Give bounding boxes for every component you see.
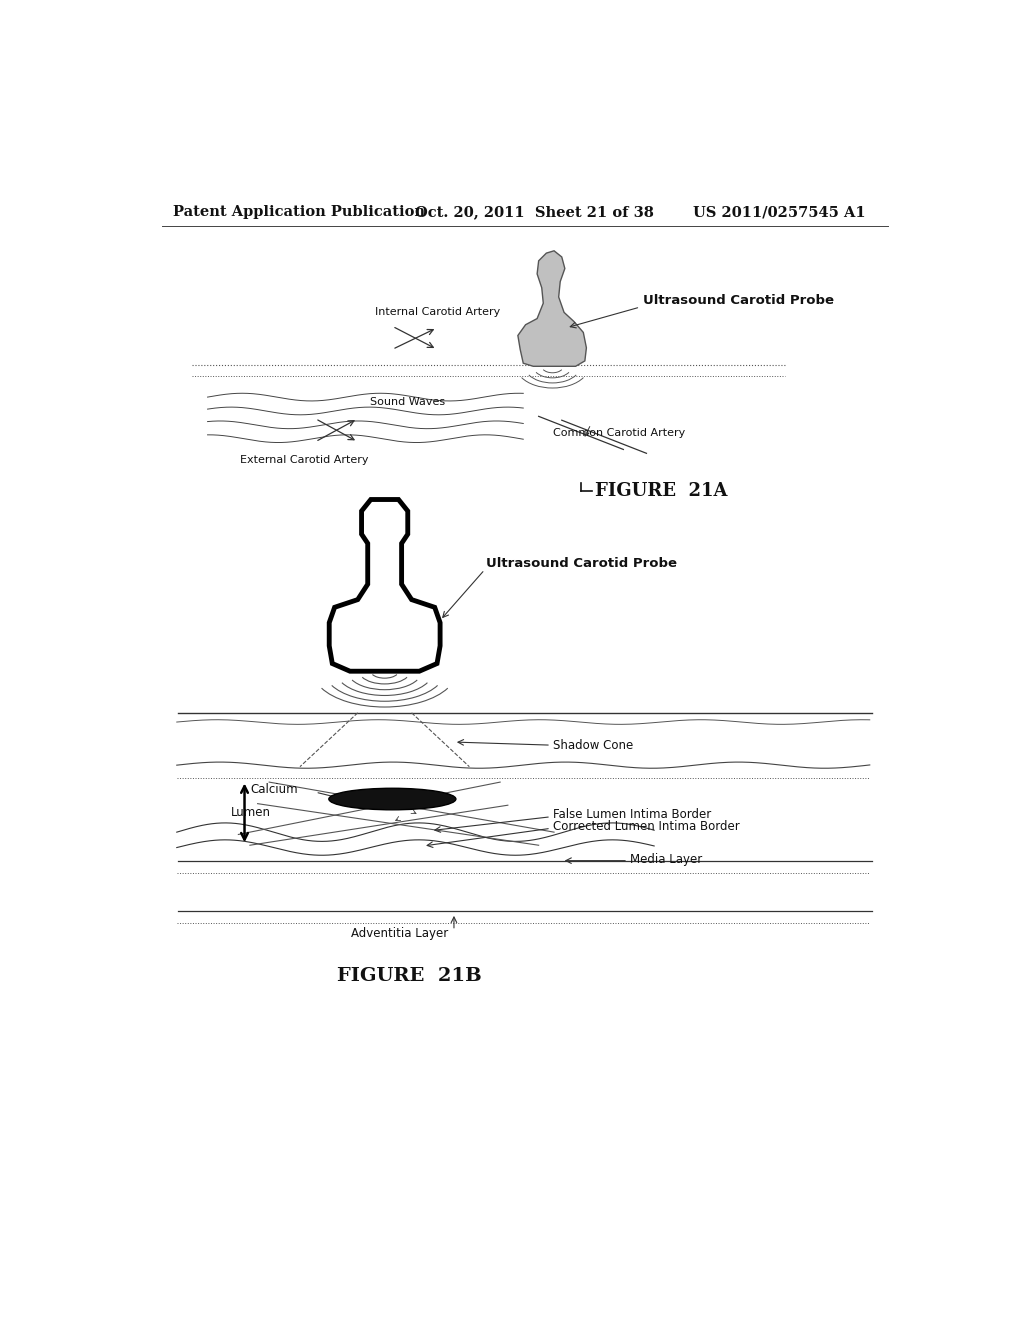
Text: Oct. 20, 2011  Sheet 21 of 38: Oct. 20, 2011 Sheet 21 of 38 [416, 206, 654, 219]
Text: Sound Waves: Sound Waves [371, 397, 445, 407]
Text: Ultrasound Carotid Probe: Ultrasound Carotid Probe [486, 557, 677, 570]
Text: Patent Application Publication: Patent Application Publication [173, 206, 425, 219]
Polygon shape [518, 251, 587, 367]
Text: Calcium: Calcium [250, 783, 298, 796]
Text: Common Carotid Artery: Common Carotid Artery [553, 428, 685, 437]
Text: FIGURE  21B: FIGURE 21B [337, 968, 481, 985]
Ellipse shape [329, 788, 456, 810]
Text: Internal Carotid Artery: Internal Carotid Artery [376, 308, 501, 317]
Text: Ultrasound Carotid Probe: Ultrasound Carotid Probe [643, 294, 834, 308]
Text: Adventitia Layer: Adventitia Layer [351, 927, 449, 940]
Text: False Lumen Intima Border: False Lumen Intima Border [553, 808, 711, 821]
Text: External Carotid Artery: External Carotid Artery [240, 455, 369, 465]
Text: FIGURE  21A: FIGURE 21A [595, 482, 727, 500]
Text: Shadow Cone: Shadow Cone [553, 739, 633, 751]
Text: US 2011/0257545 A1: US 2011/0257545 A1 [692, 206, 865, 219]
Text: Lumen: Lumen [230, 807, 270, 820]
Text: Corrected Lumen Intima Border: Corrected Lumen Intima Border [553, 820, 739, 833]
Text: Media Layer: Media Layer [630, 853, 701, 866]
